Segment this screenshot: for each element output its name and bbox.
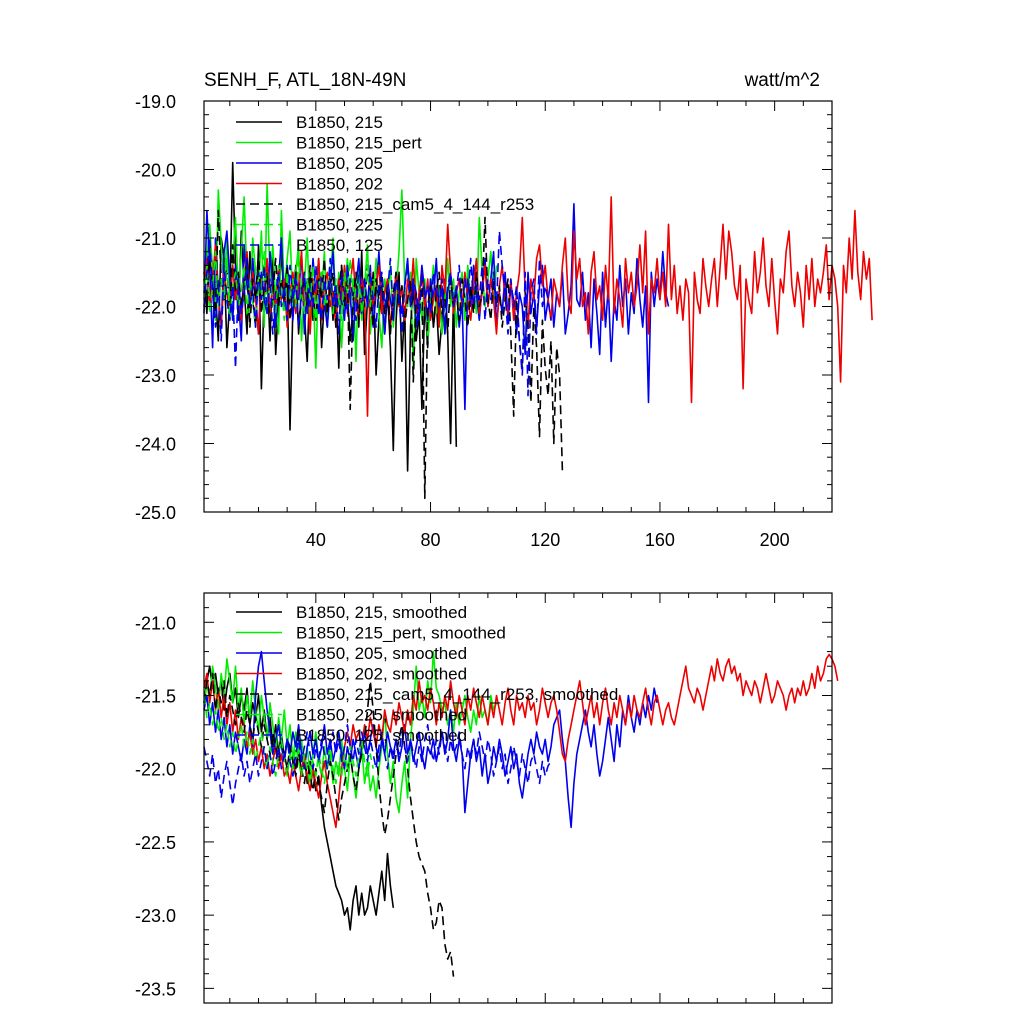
bottom-y-tick-label-0: -23.5 (135, 979, 176, 999)
top-legend-label-5: B1850, 225 (296, 216, 383, 235)
bottom-series-line-5 (203, 695, 374, 785)
top-series-line-4 (203, 209, 564, 500)
bottom-legend-label-5: B1850, 225, smoothed (296, 706, 467, 725)
bottom-series-line-6 (203, 723, 552, 807)
top-y-tick-label-4: -21.0 (135, 229, 176, 249)
top-legend-label-2: B1850, 205 (296, 154, 383, 173)
units-label: watt/m^2 (744, 70, 820, 91)
bottom-y-tick-label-5: -21.0 (135, 613, 176, 633)
top-y-tick-label-5: -20.0 (135, 161, 176, 181)
bottom-legend-label-4: B1850, 215_cam5_4_144_r253, smoothed (296, 685, 618, 704)
bottom-series-line-0 (203, 665, 395, 931)
top-y-tick-label-3: -22.0 (135, 298, 176, 318)
top-legend-label-0: B1850, 215 (296, 113, 383, 132)
bottom-legend-label-6: B1850, 125, smoothed (296, 726, 467, 745)
top-y-tick-label-6: -19.0 (135, 92, 176, 112)
top-x-tick-label-160: 160 (645, 530, 675, 550)
top-x-tick-label-40: 40 (306, 530, 326, 550)
top-series-line-6 (203, 230, 552, 397)
top-legend-label-3: B1850, 202 (296, 175, 383, 194)
bottom-y-tick-label-3: -22.0 (135, 760, 176, 780)
bottom-y-tick-label-2: -22.5 (135, 833, 176, 853)
bottom-series-line-2 (203, 650, 658, 829)
top-x-tick-label-200: 200 (760, 530, 790, 550)
top-x-tick-label-120: 120 (530, 530, 560, 550)
top-legend-label-1: B1850, 215_pert (296, 134, 422, 153)
bottom-series-line-4 (203, 672, 455, 977)
top-y-tick-label-0: -25.0 (135, 503, 176, 523)
bottom-y-tick-label-1: -23.0 (135, 906, 176, 926)
top-legend-label-4: B1850, 215_cam5_4_144_r253 (296, 195, 534, 214)
bottom-legend-label-3: B1850, 202, smoothed (296, 665, 467, 684)
top-x-tick-label-80: 80 (421, 530, 441, 550)
top-y-tick-label-1: -24.0 (135, 435, 176, 455)
figure-title: SENH_F, ATL_18N-49N (204, 70, 406, 91)
top-series-line-1 (203, 182, 498, 369)
bottom-series-line-3 (203, 653, 839, 829)
top-y-tick-label-2: -23.0 (135, 366, 176, 386)
top-series-line-2 (203, 203, 670, 411)
bottom-legend-label-0: B1850, 215, smoothed (296, 603, 467, 622)
top-legend-label-6: B1850, 125 (296, 236, 383, 255)
bottom-y-tick-label-4: -21.5 (135, 687, 176, 707)
bottom-legend-label-1: B1850, 215_pert, smoothed (296, 624, 506, 643)
bottom-legend-label-2: B1850, 205, smoothed (296, 644, 467, 663)
bottom-panel: B1850, 215, smoothed B1850, 215_pert, smo… (135, 592, 839, 1004)
